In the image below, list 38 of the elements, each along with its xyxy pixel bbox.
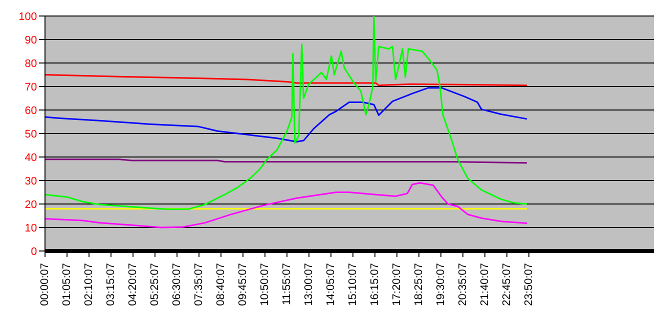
y-tick-label: 90 <box>24 34 37 46</box>
x-tick-label: 03:15:07 <box>105 263 118 306</box>
y-tick-label: 0 <box>30 246 37 258</box>
y-tick-label: 100 <box>18 10 37 23</box>
x-tick-label: 19:30:07 <box>434 263 447 306</box>
x-tick-label: 00:00:07 <box>39 263 52 306</box>
x-tick-label: 22:45:07 <box>500 263 513 306</box>
x-tick-label: 02:10:07 <box>83 263 96 306</box>
y-tick-label: 50 <box>24 128 37 140</box>
x-tick-label: 01:05:07 <box>61 263 74 306</box>
x-tick-label: 13:00:07 <box>302 263 315 306</box>
line-series <box>45 74 528 86</box>
x-tick-label: 16:15:07 <box>368 263 381 306</box>
x-tick-label: 09:45:07 <box>236 263 249 306</box>
x-tick-label: 08:40:07 <box>214 263 227 306</box>
y-tick-label: 70 <box>24 81 37 94</box>
line-series <box>45 87 528 142</box>
x-tick-label: 04:20:07 <box>127 263 140 306</box>
line-series <box>45 16 528 210</box>
x-tick-label: 07:35:07 <box>192 263 205 306</box>
x-tick-label: 17:20:07 <box>390 263 403 306</box>
x-tick-label: 06:30:07 <box>170 263 183 306</box>
line-series <box>45 182 528 228</box>
y-tick-label: 40 <box>24 152 37 164</box>
x-tick-label: 21:40:07 <box>478 263 491 306</box>
y-tick-label: 30 <box>24 175 37 188</box>
y-tick-label: 60 <box>24 104 37 117</box>
x-tick-label: 20:35:07 <box>456 263 469 306</box>
x-tick-label: 10:50:07 <box>258 263 271 306</box>
x-tick-label: 23:50:07 <box>522 263 535 306</box>
y-tick-label: 80 <box>24 58 37 70</box>
x-tick-label: 15:10:07 <box>346 263 359 306</box>
x-tick-label: 05:25:07 <box>149 263 161 306</box>
x-tick-label: 18:25:07 <box>412 263 425 306</box>
y-tick-label: 20 <box>24 198 37 211</box>
x-tick-label: 11:55:07 <box>280 263 293 306</box>
x-tick-label: 14:05:07 <box>324 263 337 306</box>
y-tick-label: 10 <box>24 222 37 234</box>
